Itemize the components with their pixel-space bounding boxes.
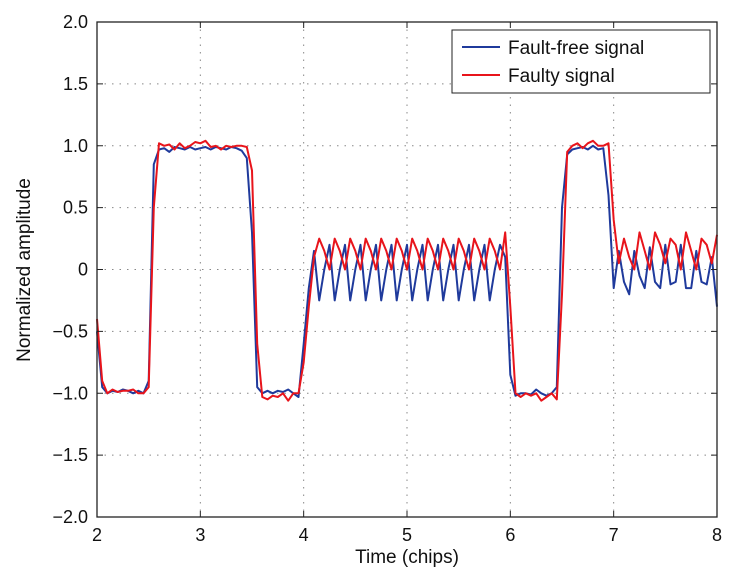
x-tick-label: 4 (299, 525, 309, 545)
series-line-faulty (96, 139, 718, 402)
y-tick-label: −1.0 (52, 383, 88, 403)
x-tick-label: 6 (505, 525, 515, 545)
legend-label-fault-free: Fault-free signal (508, 38, 644, 59)
y-tick-label: −2.0 (52, 507, 88, 527)
y-tick-label: 2.0 (63, 12, 88, 32)
axis-ticks: 2 3 4 5 6 7 8 −2.0 −1.5 −1.0 −0.5 0 0.5 1.0 1.5 2.0 (52, 12, 722, 545)
y-tick-label: 1.5 (63, 74, 88, 94)
y-tick-label: 0.5 (63, 198, 88, 218)
legend-label-faulty: Faulty signal (508, 66, 615, 87)
series-line-fault-free (96, 144, 718, 398)
x-tick-label: 2 (92, 525, 102, 545)
x-axis-label: Time (chips) (355, 547, 459, 568)
legend-box (451, 29, 711, 94)
x-tick-label: 3 (195, 525, 205, 545)
series-lines (96, 139, 718, 402)
x-tick-label: 5 (402, 525, 412, 545)
x-tick-label: 7 (609, 525, 619, 545)
x-tick-label: 8 (712, 525, 722, 545)
y-tick-label: 1.0 (63, 136, 88, 156)
y-tick-label: −1.5 (52, 445, 88, 465)
y-axis-label: Normalized amplitude (14, 178, 35, 362)
y-tick-label: −0.5 (52, 321, 88, 341)
y-tick-label: 0 (78, 260, 88, 280)
legend: Fault-free signal Faulty signal (451, 29, 711, 94)
